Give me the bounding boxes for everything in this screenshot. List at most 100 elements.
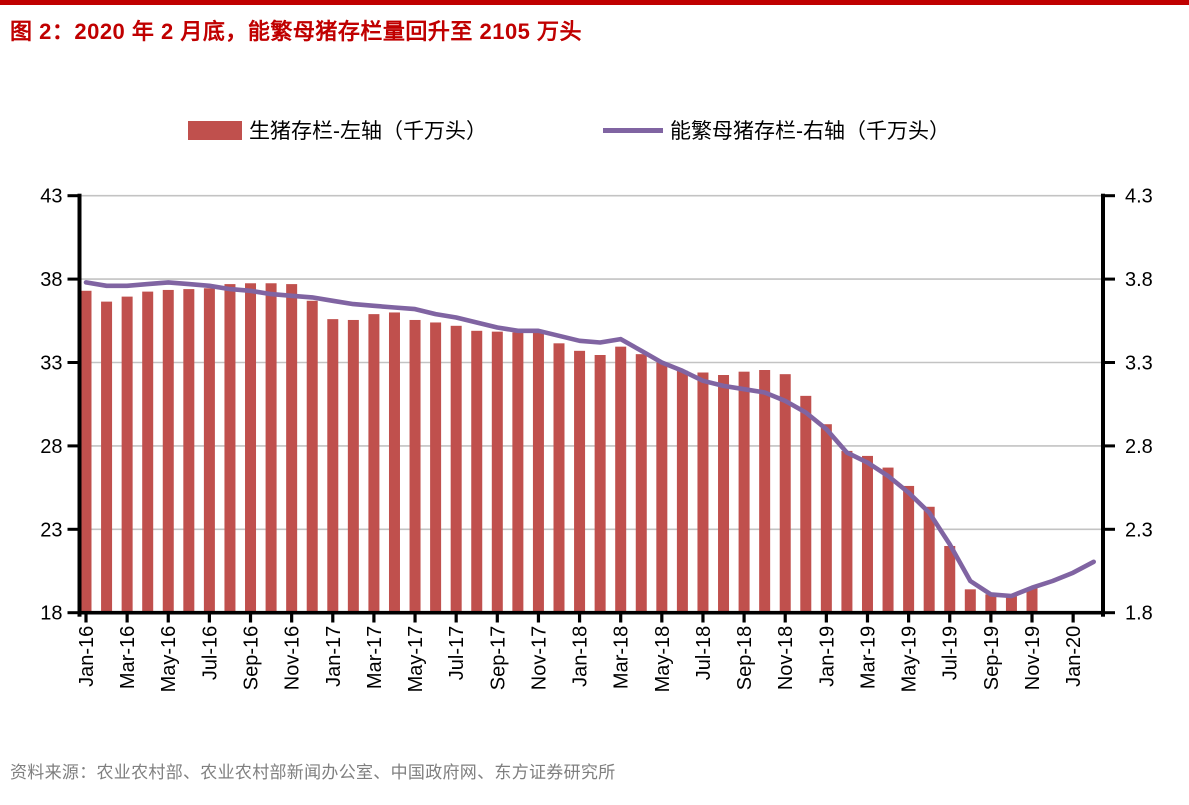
x-tick-Jan-17 (331, 614, 335, 623)
left-tick-33 (67, 361, 78, 364)
bar-Nov-17 (532, 330, 544, 613)
bar-Oct-19 (1005, 596, 1017, 613)
bar-Oct-16 (265, 283, 277, 613)
x-tick-Mar-18 (619, 614, 623, 623)
x-axis-label-Nov-16: Nov-16 (282, 626, 304, 690)
bar-Jul-18 (697, 372, 709, 613)
x-tick-Jan-16 (84, 614, 88, 623)
top-accent-border (0, 0, 1189, 5)
right-axis-label-3.8: 3.8 (1125, 269, 1153, 291)
bar-Nov-19 (1026, 587, 1038, 613)
x-tick-Nov-18 (783, 614, 787, 623)
right-tick-2.3 (1105, 527, 1115, 531)
bar-Jun-17 (430, 322, 442, 613)
right-tick-1.8 (1105, 611, 1115, 615)
bar-Aug-17 (471, 330, 483, 613)
right-axis (1101, 193, 1105, 617)
bar-May-16 (162, 289, 174, 613)
left-tick-18 (67, 611, 78, 615)
bar-Jul-17 (450, 325, 462, 613)
legend-label-sow-inventory: 能繁母猪存栏-右轴（千万头） (670, 120, 950, 143)
bar-May-18 (656, 362, 668, 613)
bar-Aug-18 (718, 375, 730, 613)
bar-Sep-17 (491, 331, 503, 613)
x-axis-label-Jul-16: Jul-16 (199, 626, 221, 680)
bar-Jun-18 (676, 370, 688, 613)
right-axis-label-2.3: 2.3 (1125, 519, 1153, 541)
right-axis-label-1.8: 1.8 (1125, 603, 1153, 625)
bar-Jan-19 (820, 424, 832, 613)
bar-Apr-18 (635, 354, 647, 613)
bar-Apr-17 (388, 312, 400, 613)
source-note: 资料来源：农业农村部、农业农村部新闻办公室、中国政府网、东方证券研究所 (10, 763, 616, 782)
x-axis-label-Jan-20: Jan-20 (1063, 626, 1085, 687)
bar-Dec-17 (553, 343, 565, 613)
bar-Aug-16 (224, 284, 236, 613)
right-axis-label-3.3: 3.3 (1125, 353, 1153, 375)
x-axis-label-Nov-17: Nov-17 (528, 626, 550, 690)
left-axis-label-18: 18 (40, 603, 62, 625)
right-tick-4.3 (1105, 194, 1115, 198)
x-tick-Jan-19 (824, 614, 828, 623)
left-tick-23 (67, 527, 78, 531)
x-tick-May-19 (907, 614, 911, 623)
x-tick-Sep-17 (495, 614, 499, 623)
bar-Jan-17 (327, 319, 339, 613)
page-title: 图 2：2020 年 2 月底，能繁母猪存栏量回升至 2105 万头 (10, 19, 583, 44)
x-tick-Nov-17 (536, 614, 541, 623)
bar-Oct-17 (512, 332, 524, 613)
left-tick-28 (67, 444, 78, 448)
bar-Apr-19 (882, 467, 894, 613)
left-axis-label-38: 38 (40, 269, 62, 291)
x-tick-Mar-16 (125, 614, 129, 623)
x-tick-Jul-19 (948, 614, 952, 623)
x-axis-label-Jan-17: Jan-17 (323, 626, 345, 687)
bar-Mar-17 (368, 314, 380, 613)
combo-chart: 43 38 33 28 23 18 4.3 3.8 3.3 2.8 2.3 1.8 Jan-16 Mar-… (40, 186, 1153, 693)
bar-Mar-18 (615, 346, 627, 613)
bar-Feb-17 (347, 319, 359, 613)
line-series-swatch-icon (603, 127, 663, 133)
x-axis-label-Mar-19: Mar-19 (857, 626, 879, 689)
x-axis-label-May-18: May-18 (652, 626, 674, 693)
bar-Mar-16 (121, 296, 133, 613)
x-axis-label-Jan-19: Jan-19 (816, 626, 838, 687)
x-tick-Sep-18 (742, 614, 746, 623)
bar-Mar-19 (861, 455, 873, 613)
bar-Jul-19 (944, 545, 956, 613)
x-axis-label-May-17: May-17 (405, 626, 427, 693)
left-axis-label-28: 28 (40, 436, 62, 458)
x-axis-label-Jul-19: Jul-19 (940, 626, 962, 680)
x-tick-Jul-16 (207, 614, 211, 623)
x-axis-label-Jan-16: Jan-16 (76, 626, 98, 687)
right-axis-label-4.3: 4.3 (1125, 186, 1153, 208)
x-tick-Sep-16 (248, 614, 253, 623)
bar-Apr-16 (142, 291, 154, 613)
legend-item-hog-inventory: 生猪存栏-左轴（千万头） (188, 116, 487, 144)
legend-item-sow-inventory: 能繁母猪存栏-右轴（千万头） (603, 116, 950, 144)
x-axis-label-May-19: May-19 (899, 626, 921, 693)
bar-May-17 (409, 319, 421, 613)
legend-label-hog-inventory: 生猪存栏-左轴（千万头） (249, 120, 487, 143)
right-tick-3.3 (1105, 361, 1115, 364)
x-axis-label-Jul-18: Jul-18 (693, 626, 715, 680)
x-tick-Nov-19 (1030, 614, 1034, 623)
left-axis (77, 193, 82, 617)
x-axis-label-Sep-17: Sep-17 (487, 626, 509, 691)
x-tick-May-17 (413, 614, 417, 623)
bar-Dec-18 (800, 395, 812, 613)
x-axis-label-Nov-18: Nov-18 (775, 626, 797, 690)
left-tick-38 (67, 277, 78, 281)
bar-Aug-19 (964, 589, 976, 613)
x-axis-label-Jan-18: Jan-18 (570, 626, 592, 687)
bar-Dec-16 (306, 300, 318, 613)
x-axis-label-Sep-19: Sep-19 (981, 626, 1003, 691)
right-axis-label-2.8: 2.8 (1125, 436, 1153, 458)
x-axis (77, 610, 1105, 615)
bar-Nov-18 (779, 374, 791, 613)
bar-Feb-18 (594, 354, 606, 613)
x-tick-Mar-19 (865, 614, 870, 623)
bar-Jun-16 (183, 289, 195, 613)
x-axis-label-Mar-17: Mar-17 (364, 626, 386, 689)
bar-Sep-18 (738, 371, 750, 613)
